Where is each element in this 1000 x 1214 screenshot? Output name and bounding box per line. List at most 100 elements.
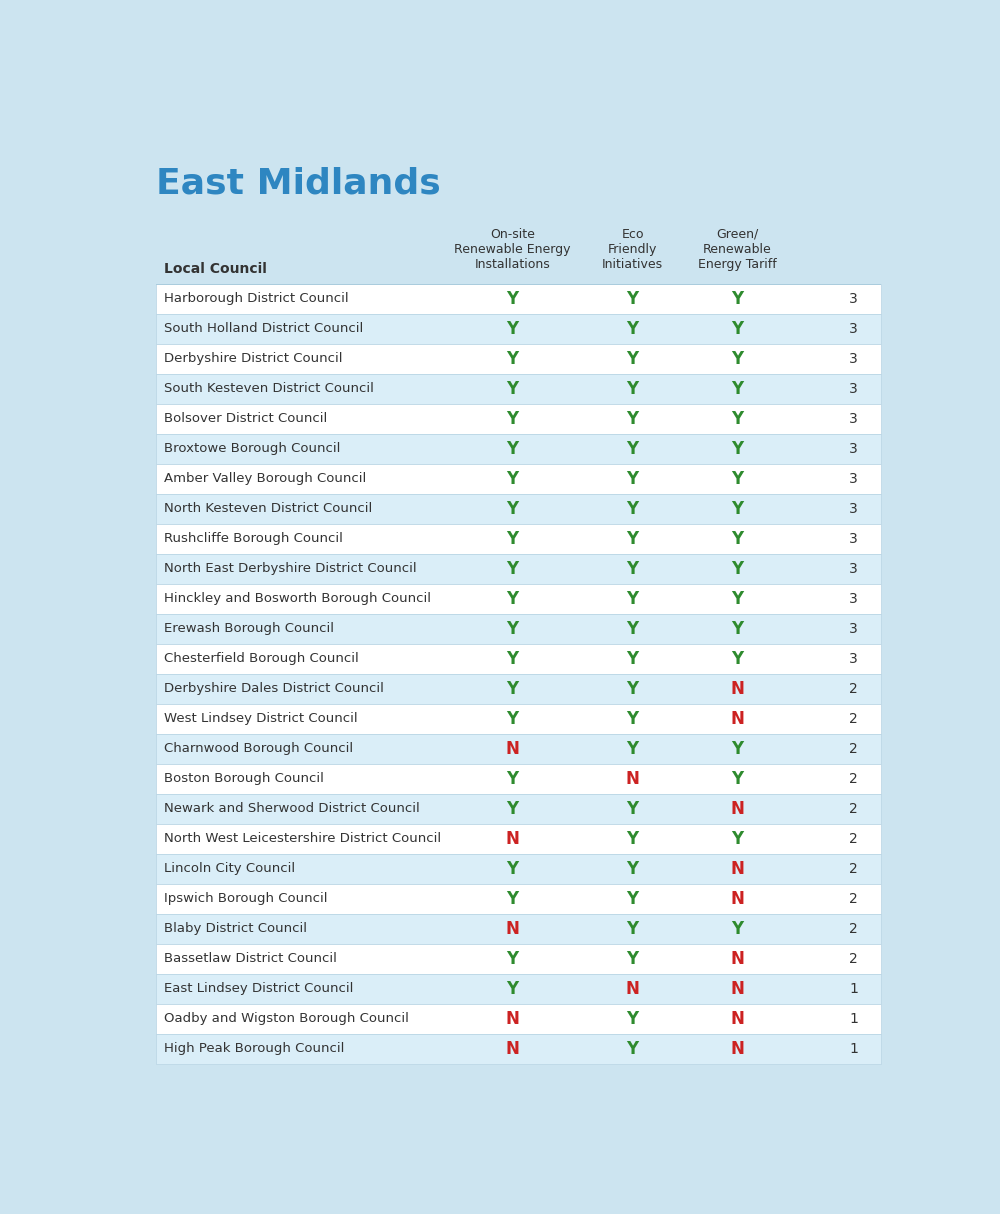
Text: N: N: [730, 980, 744, 998]
Text: Rushcliffe Borough Council: Rushcliffe Borough Council: [164, 532, 343, 545]
Text: Y: Y: [506, 980, 519, 998]
FancyBboxPatch shape: [156, 674, 881, 704]
FancyBboxPatch shape: [156, 974, 881, 1004]
Text: Charnwood Borough Council: Charnwood Borough Council: [164, 742, 353, 755]
FancyBboxPatch shape: [156, 313, 881, 344]
Text: Boston Borough Council: Boston Borough Council: [164, 772, 324, 785]
Text: Y: Y: [627, 949, 639, 968]
Text: 1: 1: [849, 1011, 858, 1026]
Text: 2: 2: [849, 952, 858, 965]
FancyBboxPatch shape: [156, 914, 881, 943]
Text: North West Leicestershire District Council: North West Leicestershire District Counc…: [164, 832, 441, 845]
Text: Y: Y: [627, 319, 639, 337]
Text: Harborough District Council: Harborough District Council: [164, 293, 348, 305]
Text: Y: Y: [627, 860, 639, 878]
Text: Y: Y: [731, 319, 743, 337]
Text: Y: Y: [627, 439, 639, 458]
Text: Y: Y: [731, 290, 743, 308]
Text: Y: Y: [627, 890, 639, 908]
Text: East Lindsey District Council: East Lindsey District Council: [164, 982, 353, 995]
Text: Y: Y: [506, 860, 519, 878]
Text: Erewash Borough Council: Erewash Borough Council: [164, 623, 334, 635]
Text: Bassetlaw District Council: Bassetlaw District Council: [164, 952, 337, 965]
Text: Eco
Friendly
Initiatives: Eco Friendly Initiatives: [602, 228, 663, 271]
Text: Y: Y: [627, 1039, 639, 1057]
FancyBboxPatch shape: [156, 943, 881, 974]
Text: 3: 3: [849, 562, 858, 575]
Text: Y: Y: [731, 770, 743, 788]
Text: N: N: [730, 800, 744, 818]
Text: Y: Y: [506, 800, 519, 818]
Text: Blaby District Council: Blaby District Council: [164, 923, 307, 935]
Text: Y: Y: [506, 890, 519, 908]
FancyBboxPatch shape: [156, 344, 881, 374]
Text: Y: Y: [627, 829, 639, 847]
FancyBboxPatch shape: [156, 464, 881, 494]
Text: Newark and Sherwood District Council: Newark and Sherwood District Council: [164, 802, 420, 815]
Text: Y: Y: [506, 680, 519, 698]
Text: N: N: [730, 949, 744, 968]
FancyBboxPatch shape: [156, 554, 881, 584]
Text: Y: Y: [731, 470, 743, 488]
Text: 3: 3: [849, 652, 858, 665]
Text: Broxtowe Borough Council: Broxtowe Borough Council: [164, 442, 340, 455]
Text: 3: 3: [849, 352, 858, 365]
Text: Y: Y: [506, 619, 519, 637]
Text: Y: Y: [506, 529, 519, 548]
Text: 3: 3: [849, 442, 858, 455]
Text: Derbyshire Dales District Council: Derbyshire Dales District Council: [164, 682, 384, 696]
FancyBboxPatch shape: [156, 404, 881, 433]
Text: Hinckley and Bosworth Borough Council: Hinckley and Bosworth Borough Council: [164, 592, 431, 606]
Text: Y: Y: [506, 500, 519, 517]
FancyBboxPatch shape: [156, 284, 881, 313]
Text: Y: Y: [506, 290, 519, 308]
Text: Y: Y: [627, 470, 639, 488]
Text: South Holland District Council: South Holland District Council: [164, 322, 363, 335]
FancyBboxPatch shape: [156, 614, 881, 643]
Text: Ipswich Borough Council: Ipswich Borough Council: [164, 892, 327, 906]
Text: 2: 2: [849, 772, 858, 785]
Text: On-site
Renewable Energy
Installations: On-site Renewable Energy Installations: [454, 228, 571, 271]
Text: 3: 3: [849, 291, 858, 306]
Text: High Peak Borough Council: High Peak Borough Council: [164, 1042, 344, 1055]
FancyBboxPatch shape: [156, 229, 881, 284]
FancyBboxPatch shape: [156, 374, 881, 404]
Text: N: N: [506, 1010, 519, 1027]
Text: West Lindsey District Council: West Lindsey District Council: [164, 713, 357, 725]
FancyBboxPatch shape: [156, 494, 881, 523]
FancyBboxPatch shape: [156, 853, 881, 884]
Text: 2: 2: [849, 862, 858, 875]
Text: 3: 3: [849, 322, 858, 336]
Text: N: N: [506, 829, 519, 847]
FancyBboxPatch shape: [156, 433, 881, 464]
Text: Y: Y: [506, 470, 519, 488]
Text: Y: Y: [506, 560, 519, 578]
Text: Y: Y: [506, 710, 519, 727]
FancyBboxPatch shape: [156, 823, 881, 853]
Text: Local Council: Local Council: [164, 262, 267, 277]
Text: Amber Valley Borough Council: Amber Valley Borough Council: [164, 472, 366, 486]
Text: Y: Y: [627, 800, 639, 818]
FancyBboxPatch shape: [156, 794, 881, 823]
Text: 3: 3: [849, 501, 858, 516]
Text: Y: Y: [506, 380, 519, 398]
Text: Y: Y: [731, 920, 743, 937]
Text: N: N: [626, 770, 640, 788]
Text: N: N: [730, 710, 744, 727]
Text: 2: 2: [849, 891, 858, 906]
Text: Chesterfield Borough Council: Chesterfield Borough Council: [164, 652, 358, 665]
Text: Y: Y: [506, 649, 519, 668]
Text: Y: Y: [627, 1010, 639, 1027]
Text: Y: Y: [627, 290, 639, 308]
Text: Y: Y: [627, 560, 639, 578]
Text: Y: Y: [506, 319, 519, 337]
Text: Y: Y: [627, 380, 639, 398]
Text: N: N: [506, 1039, 519, 1057]
Text: Y: Y: [506, 439, 519, 458]
FancyBboxPatch shape: [156, 704, 881, 733]
Text: Y: Y: [627, 590, 639, 608]
Text: Lincoln City Council: Lincoln City Council: [164, 862, 295, 875]
FancyBboxPatch shape: [156, 1004, 881, 1033]
Text: N: N: [730, 1010, 744, 1027]
FancyBboxPatch shape: [156, 1033, 881, 1063]
